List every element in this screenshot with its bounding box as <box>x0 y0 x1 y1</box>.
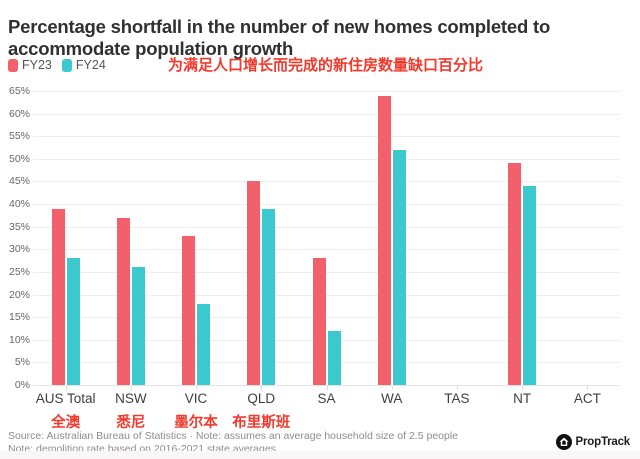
x-axis-tick-act <box>587 386 589 390</box>
chart-title: Percentage shortfall in the number of ne… <box>8 16 551 60</box>
gridline-10 <box>33 339 620 341</box>
x-axis-label-qld: QLD <box>247 391 276 406</box>
gridline-0 <box>33 385 620 386</box>
legend-item-fy24: FY24 <box>61 58 106 72</box>
x-axis-chinese-label-nsw: 悉尼 <box>116 415 146 431</box>
chinese-subtitle: 为满足人口增长而完成的新住房数量缺口百分比 <box>168 57 484 74</box>
bar-fy23-sa <box>312 258 326 385</box>
x-axis-label-aus-total: AUS Total <box>35 391 96 406</box>
bar-fy23-vic <box>182 235 196 385</box>
x-axis-tick-qld <box>261 386 263 390</box>
gridline-55 <box>33 136 620 138</box>
gridline-65 <box>33 91 620 92</box>
x-axis-label-nsw: NSW <box>115 391 147 406</box>
gridline-25 <box>33 271 620 273</box>
y-axis-label-25: 25% <box>8 265 30 278</box>
gridline-60 <box>33 113 620 115</box>
bar-fy24-aus-total <box>66 258 80 385</box>
legend-item-fy23: FY23 <box>8 58 52 72</box>
gridline-5 <box>33 362 620 364</box>
y-axis-label-15: 15% <box>8 311 30 324</box>
bar-fy24-nsw <box>131 267 145 385</box>
x-axis-label-vic: VIC <box>184 391 208 406</box>
x-axis-tick-tas <box>456 386 458 390</box>
y-axis-label-45: 45% <box>8 175 30 188</box>
bar-fy24-qld <box>262 208 276 385</box>
y-axis-label-65: 65% <box>8 85 30 97</box>
y-axis-label-0: 0% <box>14 379 30 391</box>
gridline-15 <box>33 317 620 319</box>
gridline-50 <box>33 158 620 160</box>
gridline-40 <box>33 204 620 206</box>
x-axis-tick-aus-total <box>65 386 67 390</box>
bar-fy24-sa <box>327 330 341 385</box>
legend-label-fy24: FY24 <box>75 58 106 72</box>
gridline-30 <box>33 249 620 251</box>
x-axis-label-sa: SA <box>317 391 336 406</box>
y-axis-label-60: 60% <box>8 107 30 120</box>
legend: FY23 FY24 <box>8 58 106 72</box>
x-axis-tick-wa <box>391 386 393 390</box>
proptrack-logo: PropTrack <box>555 434 631 450</box>
y-axis-label-5: 5% <box>14 356 30 369</box>
y-axis-label-50: 50% <box>8 152 30 165</box>
bottom-strip <box>0 451 640 459</box>
y-axis-label-35: 35% <box>8 220 30 233</box>
legend-label-fy23: FY23 <box>22 58 52 72</box>
x-axis-label-tas: TAS <box>444 391 470 406</box>
y-axis-label-10: 10% <box>8 333 30 346</box>
gridline-35 <box>33 226 620 228</box>
fy24-swatch-icon <box>61 58 72 72</box>
gridline-20 <box>33 294 620 296</box>
y-axis-label-20: 20% <box>8 288 30 301</box>
proptrack-house-icon <box>555 434 572 450</box>
source-note: Source: Australian Bureau of Statistics … <box>8 430 459 442</box>
fy23-swatch-icon <box>8 58 18 72</box>
bar-fy23-nsw <box>116 217 130 385</box>
bar-fy23-qld <box>247 181 261 385</box>
x-axis-tick-nt <box>522 386 524 390</box>
y-axis-label-40: 40% <box>8 198 30 211</box>
bar-fy23-nt <box>508 163 522 385</box>
x-axis-chinese-label-qld: 布里斯班 <box>232 415 291 431</box>
bar-fy23-wa <box>377 95 391 385</box>
gridline-45 <box>33 181 620 183</box>
x-axis-chinese-label-vic: 墨尔本 <box>174 415 218 431</box>
x-axis-tick-vic <box>196 386 198 390</box>
y-axis-label-55: 55% <box>8 130 30 143</box>
x-axis-label-act: ACT <box>573 391 601 406</box>
bar-fy24-vic <box>197 303 211 385</box>
x-axis-label-wa: WA <box>381 391 403 406</box>
x-axis-label-nt: NT <box>513 391 532 406</box>
bar-fy24-wa <box>392 149 406 385</box>
bar-fy23-aus-total <box>51 208 65 385</box>
x-axis-tick-nsw <box>130 386 132 390</box>
x-axis-tick-sa <box>326 386 328 390</box>
bar-fy24-nt <box>523 185 537 385</box>
x-axis-chinese-label-aus-total: 全澳 <box>51 415 81 431</box>
proptrack-wordmark: PropTrack <box>575 436 631 448</box>
y-axis-label-30: 30% <box>8 243 30 256</box>
